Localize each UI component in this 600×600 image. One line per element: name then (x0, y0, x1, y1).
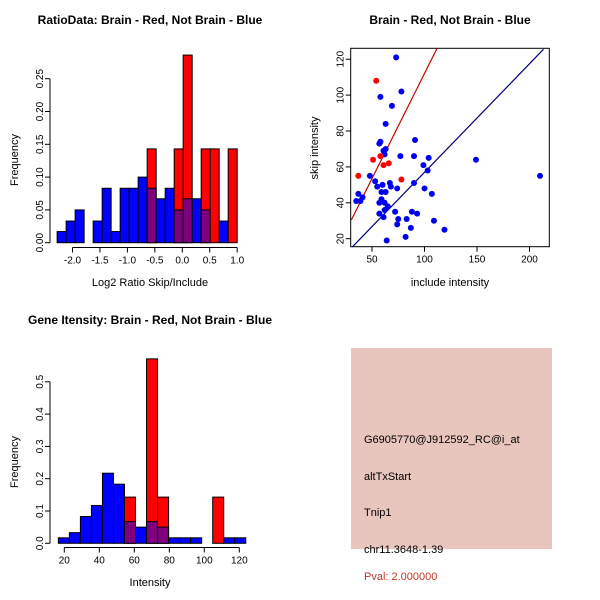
svg-text:100: 100 (196, 556, 213, 567)
svg-text:0.0: 0.0 (35, 536, 46, 550)
svg-text:20: 20 (59, 556, 71, 567)
svg-text:50: 50 (366, 255, 378, 266)
svg-text:60: 60 (336, 161, 347, 173)
pval-text: Pval: 2.000000 (364, 571, 438, 583)
svg-text:0.5: 0.5 (35, 374, 46, 388)
svg-text:0.20: 0.20 (35, 101, 46, 121)
panel-gene-info: G6905770@J912592_RC@i_at altTxStart Tnip… (300, 300, 600, 600)
ratio-histogram-plot: -2.0 -1.5 -1.0 -0.5 0.0 0.5 1.0 0.00 0.05 0.10 0.1… (35, 54, 245, 267)
svg-text:-1.0: -1.0 (119, 256, 137, 267)
gene-info-box: G6905770@J912592_RC@i_at altTxStart Tnip… (351, 348, 552, 583)
svg-text:-1.5: -1.5 (91, 256, 109, 267)
svg-text:0.05: 0.05 (35, 200, 46, 220)
ratio-histogram-x-axis-label: Log2 Ratio Skip/Include (91, 277, 209, 289)
intensity-scatter-plot: 50 100 150 200 20 40 60 80 100 120 (336, 47, 550, 266)
svg-text:120: 120 (231, 556, 248, 567)
svg-text:0.4: 0.4 (35, 407, 46, 421)
svg-text:40: 40 (336, 197, 347, 209)
svg-text:150: 150 (469, 255, 486, 266)
svg-text:0.0: 0.0 (175, 256, 189, 267)
svg-text:120: 120 (336, 50, 347, 67)
svg-text:100: 100 (416, 255, 433, 266)
svg-text:200: 200 (521, 255, 538, 266)
svg-text:0.1: 0.1 (35, 504, 46, 518)
svg-text:0.15: 0.15 (35, 134, 46, 154)
svg-text:20: 20 (336, 233, 347, 245)
svg-text:80: 80 (164, 556, 176, 567)
svg-text:40: 40 (94, 556, 106, 567)
svg-text:1.0: 1.0 (230, 256, 244, 267)
svg-text:0.5: 0.5 (203, 256, 217, 267)
panel-ratio-histogram: RatioData: Brain - Red, Not Brain - Blue… (0, 0, 300, 300)
panel-gene-intensity-histogram: Gene Itensity: Brain - Red, Not Brain - … (0, 300, 300, 600)
scatter-x-axis-label: include intensity (410, 277, 490, 289)
panel-intensity-scatter: Brain - Red, Not Brain - Blue skip inten… (300, 0, 600, 300)
gene-symbol-text: Tnip1 (364, 507, 392, 519)
svg-text:-2.0: -2.0 (64, 256, 82, 267)
svg-text:100: 100 (336, 86, 347, 103)
ratio-histogram-title: RatioData: Brain - Red, Not Brain - Blue (37, 13, 263, 27)
svg-text:0.10: 0.10 (35, 167, 46, 187)
gene-histogram-x-axis-label: Intensity (129, 577, 171, 589)
svg-text:80: 80 (336, 125, 347, 137)
svg-text:-0.5: -0.5 (146, 256, 164, 267)
gene-intensity-histogram-plot: 20 40 60 80 100 120 0.0 0.1 0.2 0.3 0.4 0.5 (35, 358, 248, 567)
svg-text:60: 60 (129, 556, 141, 567)
event-type-text: altTxStart (364, 471, 412, 483)
svg-text:0.25: 0.25 (35, 69, 46, 89)
svg-text:0.2: 0.2 (35, 471, 46, 485)
svg-text:0.00: 0.00 (35, 233, 46, 253)
svg-text:0.3: 0.3 (35, 439, 46, 453)
locus-text: chr11.3648-1.39 (364, 544, 444, 556)
gene-histogram-title: Gene Itensity: Brain - Red, Not Brain - … (27, 313, 273, 327)
scatter-title: Brain - Red, Not Brain - Blue (369, 13, 531, 27)
probe-id-text: G6905770@J912592_RC@i_at (364, 434, 520, 446)
